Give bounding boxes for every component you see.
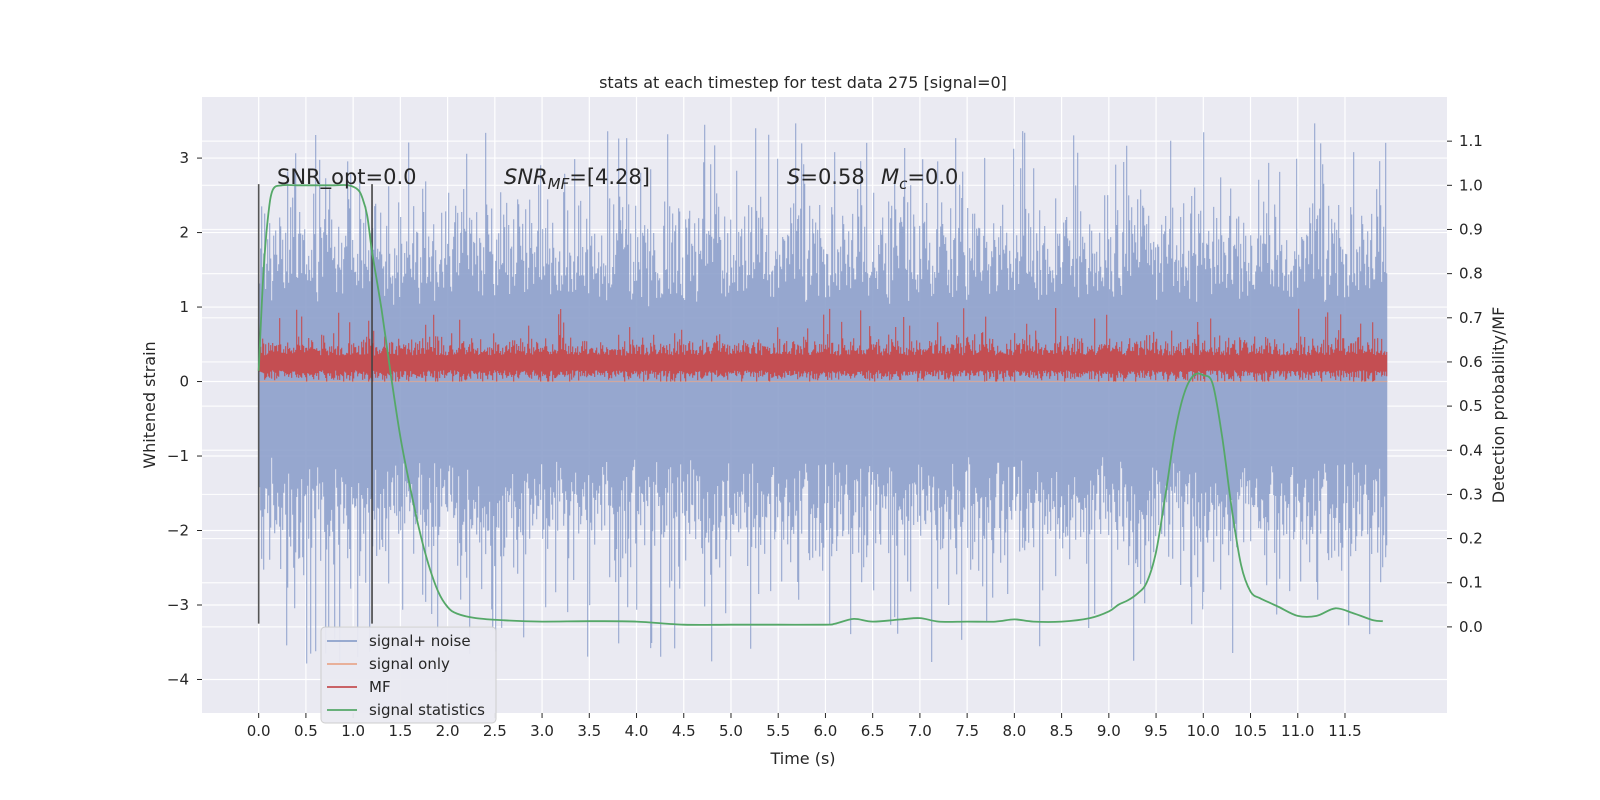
- annotation-snr-mf-value: =[4.28]: [569, 165, 650, 189]
- y-tick-label-right: 0.8: [1459, 265, 1483, 283]
- x-tick-label: 0.0: [247, 722, 271, 740]
- x-tick-label: 1.0: [341, 722, 365, 740]
- annotation-mc-var: M: [881, 165, 899, 189]
- x-tick-label: 9.5: [1144, 722, 1168, 740]
- x-tick-label: 3.0: [530, 722, 554, 740]
- x-tick-label: 8.0: [1002, 722, 1026, 740]
- series-signal-statistics: [257, 184, 1383, 626]
- legend-label: signal only: [369, 655, 450, 673]
- annotation-mc-sub: c: [899, 175, 908, 193]
- y-tick-label-left: 2: [179, 224, 189, 242]
- y-tick-label-right: 0.9: [1459, 220, 1483, 238]
- x-tick-label: 11.5: [1328, 722, 1361, 740]
- x-tick-label: 8.5: [1050, 722, 1074, 740]
- annotation-snr-mf-base: SNR: [504, 165, 548, 189]
- y-tick-label-left: 3: [179, 149, 189, 167]
- x-tick-label: 10.5: [1234, 722, 1267, 740]
- y-tick-label-right: 1.1: [1459, 132, 1483, 150]
- annotation-mc: Mc=0.0: [881, 165, 958, 193]
- x-axis: 0.0 0.5 1.0 1.5 2.0 2.5 3.0 3.5 4.0 4.5 5.0 5.5 6.0 6…: [247, 713, 1362, 740]
- y-tick-label-right: 0.7: [1459, 309, 1483, 327]
- x-tick-label: 10.0: [1187, 722, 1220, 740]
- x-tick-label: 7.5: [955, 722, 979, 740]
- y-tick-label-left: −1: [167, 447, 189, 465]
- legend-box: [320, 626, 497, 724]
- y-tick-label-right: 0.5: [1459, 397, 1483, 415]
- y-tick-label-left: −2: [167, 522, 189, 540]
- x-axis-title: Time (s): [769, 749, 835, 768]
- annotation-snr-mf-sub: MF: [548, 175, 570, 193]
- y-tick-label-left: −4: [167, 670, 189, 688]
- x-tick-label: 9.0: [1097, 722, 1121, 740]
- y-tick-label-left: 0: [179, 373, 189, 391]
- legend-label: signal+ noise: [369, 632, 471, 650]
- y-tick-label-right: 0.4: [1459, 441, 1483, 459]
- chart-title: stats at each timestep for test data 275…: [599, 73, 1007, 92]
- y-tick-label-right: 1.0: [1459, 176, 1483, 194]
- x-tick-label: 11.0: [1281, 722, 1314, 740]
- y-tick-label-right: 0.0: [1459, 618, 1483, 636]
- y-tick-label-right: 0.6: [1459, 353, 1483, 371]
- y-axis-right: 0.0 0.1 0.2 0.3 0.4 0.5 0.6 0.7 0.8 0.9 1.0 1.1: [1447, 132, 1483, 636]
- annotation-s-value: =0.58: [800, 165, 864, 189]
- annotation-s-var: S: [787, 165, 800, 189]
- x-tick-label: 4.5: [672, 722, 696, 740]
- y-axis-left-title: Whitened strain: [140, 341, 159, 468]
- annotation-s: S=0.58: [787, 165, 865, 189]
- x-tick-label: 0.5: [294, 722, 318, 740]
- y-axis-right-title: Detection probability/MF: [1489, 307, 1508, 504]
- legend: signal+ noise signal only MF signal statist…: [320, 626, 497, 724]
- x-tick-label: 2.5: [483, 722, 507, 740]
- annotation-mc-value: =0.0: [907, 165, 958, 189]
- y-axis-left: −4 −3 −2 −1 0 1 2 3: [167, 149, 202, 688]
- x-tick-label: 7.0: [908, 722, 932, 740]
- annotation-snr-mf: SNRMF=[4.28]: [504, 165, 650, 193]
- x-tick-label: 6.0: [814, 722, 838, 740]
- y-tick-label-left: 1: [179, 298, 189, 316]
- annotation-snr-opt: SNR_opt=0.0: [277, 165, 417, 190]
- x-tick-label: 3.5: [577, 722, 601, 740]
- y-tick-label-right: 0.3: [1459, 485, 1483, 503]
- y-tick-label-right: 0.1: [1459, 574, 1483, 592]
- legend-label: MF: [369, 678, 391, 696]
- x-tick-label: 2.0: [436, 722, 460, 740]
- signal-statistics-line: [257, 184, 1383, 626]
- x-tick-label: 1.5: [388, 722, 412, 740]
- x-tick-label: 5.5: [766, 722, 790, 740]
- y-tick-label-right: 0.2: [1459, 530, 1483, 548]
- x-tick-label: 4.0: [625, 722, 649, 740]
- legend-label: signal statistics: [369, 701, 485, 719]
- x-tick-label: 5.0: [719, 722, 743, 740]
- x-tick-label: 6.5: [861, 722, 885, 740]
- annotations: SNR_opt=0.0 SNRMF=[4.28] S=0.58 Mc=0.0: [277, 165, 958, 193]
- y-tick-label-left: −3: [167, 596, 189, 614]
